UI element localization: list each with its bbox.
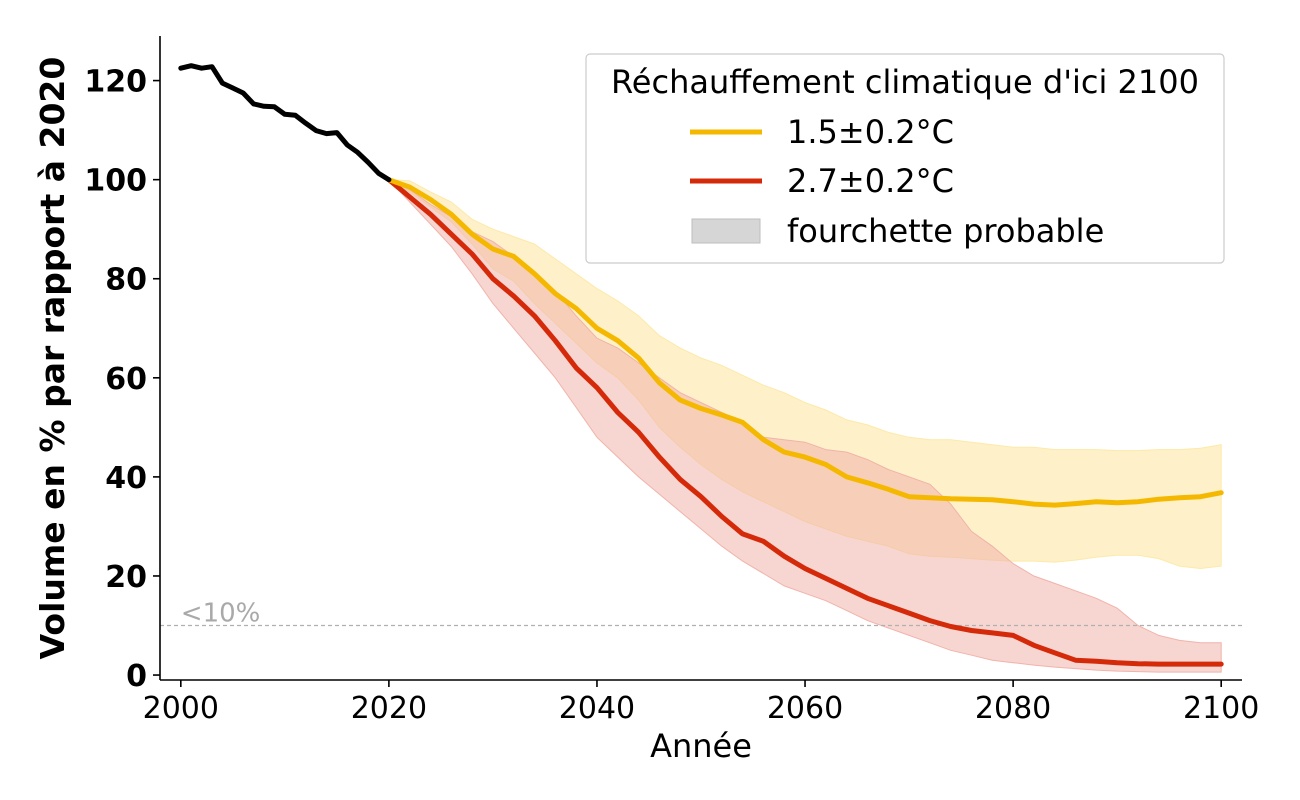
y-tick-label: 40 (105, 461, 147, 496)
x-tick-label: 2000 (143, 691, 219, 726)
legend-frame (585, 53, 1225, 264)
legend-title: Réchauffement climatique d'ici 2100 (611, 63, 1199, 101)
reference-line-label: <10% (181, 599, 261, 629)
y-ticks: 0 20 40 60 80 100 120 (84, 65, 160, 694)
line-1-5c (386, 177, 1224, 508)
legend-swatch-likely-range (691, 218, 761, 244)
y-axis-title: Volume en % par rapport à 2020 (33, 57, 72, 660)
y-tick-label: 20 (105, 560, 147, 595)
x-tick-label: 2040 (559, 691, 635, 726)
y-tick-label: 80 (105, 263, 147, 298)
x-tick-label: 2100 (1183, 691, 1259, 726)
y-tick-label: 60 (105, 362, 147, 397)
x-ticks: 2000 2020 2040 2060 2080 2100 (143, 680, 1259, 726)
line-historical (178, 63, 392, 183)
legend: Réchauffement climatique d'ici 2100 1.5±… (585, 53, 1225, 264)
y-tick-label: 100 (84, 164, 147, 199)
x-tick-label: 2080 (975, 691, 1051, 726)
axes (159, 36, 1242, 681)
series-lines (178, 63, 1224, 667)
x-tick-label: 2060 (767, 691, 843, 726)
y-tick-label: 120 (84, 65, 147, 100)
legend-label-2-7c: 2.7±0.2°C (787, 162, 954, 200)
y-tick-label: 0 (126, 659, 147, 694)
confidence-bands (388, 179, 1222, 673)
x-tick-label: 2020 (351, 691, 427, 726)
x-axis-title: Année (650, 727, 752, 765)
line-2-7c (386, 177, 1224, 667)
legend-label-likely-range: fourchette probable (787, 212, 1104, 250)
legend-label-1-5c: 1.5±0.2°C (787, 113, 954, 151)
band-2-7c (388, 179, 1222, 673)
